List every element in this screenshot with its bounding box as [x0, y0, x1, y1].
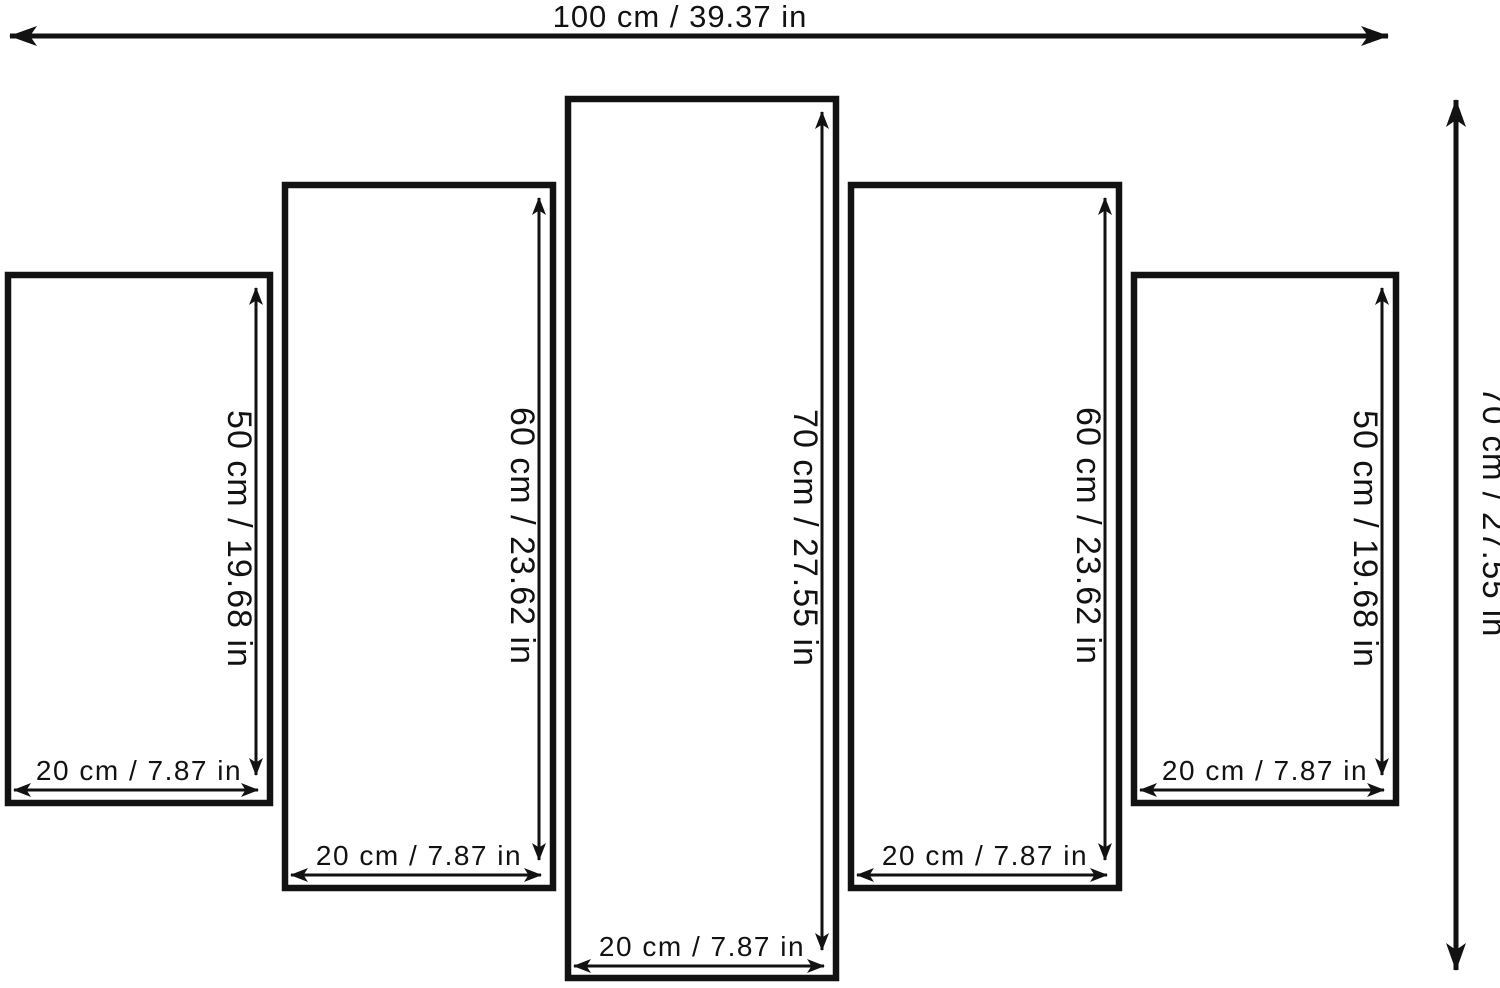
panel-1	[4, 271, 274, 807]
panel-5-height-label: 50 cm / 19.68 in	[1346, 410, 1384, 668]
panel-4-group: 60 cm / 23.62 in 20 cm / 7.87 in	[847, 181, 1123, 892]
panel-4-width-label: 20 cm / 7.87 in	[882, 840, 1088, 871]
panel-2	[281, 181, 557, 892]
panel-2-height-label: 60 cm / 23.62 in	[503, 407, 541, 665]
panel-2-width-label: 20 cm / 7.87 in	[316, 840, 522, 871]
panel-5-width-label: 20 cm / 7.87 in	[1162, 755, 1368, 786]
panel-4	[847, 181, 1123, 892]
panel-3-height-label: 70 cm / 27.55 in	[786, 409, 824, 667]
panel-4-height-label: 60 cm / 23.62 in	[1069, 407, 1107, 665]
panel-3-group: 70 cm / 27.55 in 20 cm / 7.87 in	[564, 95, 840, 982]
total-height-label: 70 cm / 27.55 in	[1476, 387, 1500, 638]
panel-5	[1130, 271, 1400, 807]
panel-3	[564, 95, 840, 982]
panel-1-height-label: 50 cm / 19.68 in	[220, 410, 258, 668]
panel-5-group: 50 cm / 19.68 in 20 cm / 7.87 in	[1130, 271, 1400, 807]
total-width-label: 100 cm / 39.37 in	[553, 0, 808, 34]
panel-2-group: 60 cm / 23.62 in 20 cm / 7.87 in	[281, 181, 557, 892]
panel-1-width-label: 20 cm / 7.87 in	[36, 755, 242, 786]
panel-1-group: 50 cm / 19.68 in 20 cm / 7.87 in	[4, 271, 274, 807]
panel-3-width-label: 20 cm / 7.87 in	[599, 931, 805, 962]
